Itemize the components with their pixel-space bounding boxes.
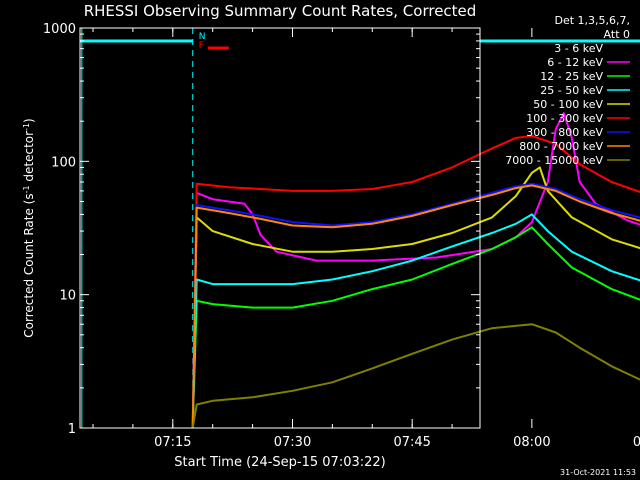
- legend-header: Det 1,3,5,6,7,: [554, 14, 630, 27]
- series-line: [191, 166, 640, 429]
- plot-frame: [79, 27, 481, 429]
- legend-label: 800 - 7000 keV: [519, 140, 603, 153]
- legend-label: 300 - 800 keV: [526, 126, 603, 139]
- chart-title: RHESSI Observing Summary Count Rates, Co…: [84, 2, 477, 20]
- legend-label: 25 - 50 keV: [540, 84, 603, 97]
- series-line: [191, 323, 640, 429]
- legend-header: Att 0: [604, 28, 630, 41]
- series-line: [191, 184, 640, 429]
- timestamp: 31-Oct-2021 11:53: [560, 468, 636, 477]
- legend-label: 6 - 12 keV: [547, 56, 603, 69]
- y-tick-label: 10: [59, 289, 76, 304]
- x-tick-label: 07:45: [393, 435, 430, 450]
- plot-area: NF: [80, 28, 640, 429]
- y-axis: 1 10 100 1000: [43, 22, 480, 437]
- legend-label: 50 - 100 keV: [533, 98, 603, 111]
- legend-label: 3 - 6 keV: [554, 42, 603, 55]
- series-line: [191, 155, 640, 429]
- y-tick-label: 100: [51, 155, 76, 170]
- flag-label: N: [199, 32, 206, 42]
- series-line: [191, 226, 640, 429]
- y-axis-label: Corrected Count Rate (s-1 detector-1): [22, 118, 37, 337]
- x-axis-label: Start Time (24-Sep-15 07:03:22): [174, 455, 385, 470]
- series-line: [191, 135, 640, 429]
- legend-label: 100 - 300 keV: [526, 112, 603, 125]
- y-tick-label: 1000: [43, 22, 76, 37]
- x-tick-label: 07:15: [154, 435, 191, 450]
- legend-label: 7000 - 15000 keV: [505, 154, 603, 167]
- series-line: [191, 182, 640, 429]
- y-tick-label: 1: [68, 422, 76, 437]
- x-tick-label: 08:00: [513, 435, 550, 450]
- x-tick-label: 08:15: [633, 435, 640, 450]
- series-line: [191, 213, 640, 429]
- flag-label: F: [199, 41, 204, 51]
- legend-label: 12 - 25 keV: [540, 70, 603, 83]
- x-tick-label: 07:30: [274, 435, 311, 450]
